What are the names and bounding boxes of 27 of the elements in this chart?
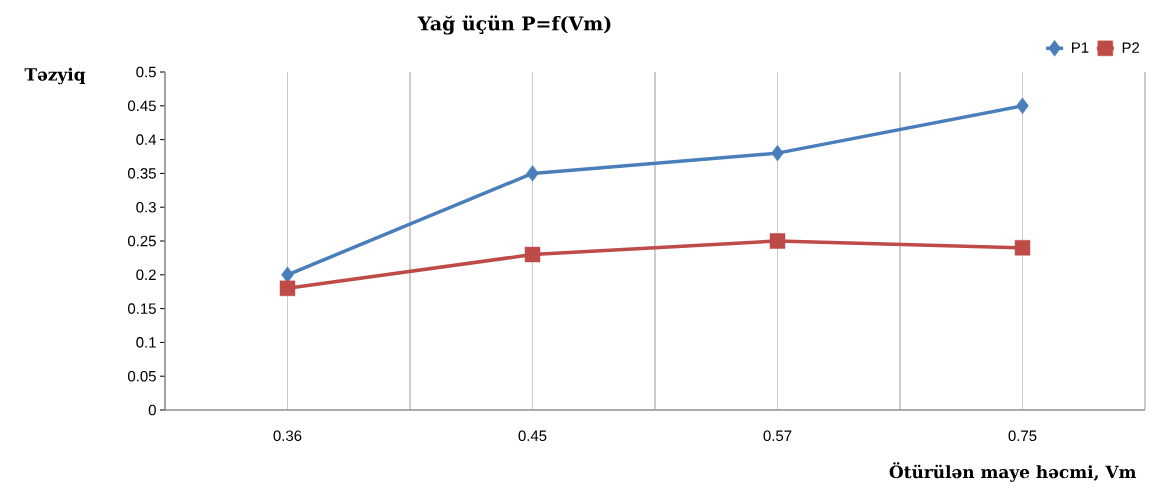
x-tick-label: 0.75	[1008, 430, 1037, 442]
point	[769, 233, 786, 249]
point	[279, 280, 296, 297]
x-tick-label: 0.36	[273, 430, 302, 442]
y-tick-label: 0	[148, 404, 156, 416]
x-tick-label: 0.57	[763, 430, 792, 442]
point	[524, 246, 541, 263]
y-tick-label: 0.1	[136, 337, 156, 348]
legend-label: P2	[1122, 42, 1140, 53]
y-tick-label: 0.45	[127, 100, 156, 112]
point	[526, 165, 539, 182]
x-axis-title: Ötürülən maye həcmi, Vm	[889, 462, 1137, 482]
y-tick-label: 0.3	[136, 201, 156, 213]
y-tick-label: 0.2	[136, 269, 156, 281]
x-tick-label: 0.45	[518, 430, 547, 442]
point	[771, 144, 784, 162]
y-tick-label: 0.05	[127, 370, 156, 382]
point	[1016, 97, 1029, 115]
chart-title: Yağ üçün P=f(Vm)	[417, 15, 611, 35]
y-tick-label: 0.35	[127, 168, 156, 179]
legend-label: P1	[1072, 42, 1089, 53]
y-tick-label: 0.25	[127, 235, 156, 247]
y-tick-label: 0.15	[127, 303, 156, 314]
y-tick-label: 0.5	[136, 66, 156, 78]
y-axis-title: Təzyiq	[24, 67, 86, 85]
y-tick-label: 0.4	[136, 134, 157, 145]
point	[1014, 240, 1031, 256]
